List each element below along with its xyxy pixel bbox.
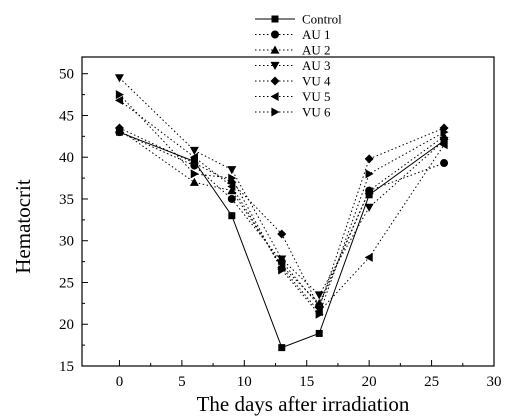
series-vu-4 [114, 123, 449, 313]
legend-marker [270, 92, 279, 101]
x-axis-title: The days after irradiation [197, 392, 410, 416]
data-point [315, 329, 323, 337]
data-point [278, 344, 286, 352]
y-tick-label: 30 [59, 234, 74, 250]
x-tick-label: 30 [487, 374, 502, 390]
legend-label: VU 5 [302, 89, 331, 104]
x-tick-label: 0 [116, 374, 124, 390]
data-point [228, 212, 236, 220]
legend-label: AU 1 [302, 27, 331, 42]
plot-border [81, 56, 495, 367]
legend-label: VU 4 [302, 74, 331, 89]
data-point [227, 194, 236, 203]
data-point [114, 123, 124, 133]
series-au-2 [114, 125, 449, 307]
series-layer [114, 74, 449, 352]
data-point [277, 255, 287, 264]
data-point [439, 136, 449, 146]
data-point [364, 186, 374, 195]
legend-marker [271, 107, 280, 117]
series-vu-5 [114, 95, 448, 317]
data-point [364, 252, 373, 262]
series-au-3 [114, 74, 449, 300]
y-tick-label: 45 [59, 108, 74, 124]
plot-frame [81, 56, 495, 367]
data-point [314, 298, 324, 307]
x-tick-label: 5 [178, 374, 186, 390]
y-tick-label: 20 [59, 317, 74, 333]
data-point [227, 181, 236, 191]
data-point [115, 90, 124, 100]
data-point [278, 265, 287, 275]
data-point [114, 74, 124, 83]
x-axis: 0 5 10 15 20 25 30 [116, 360, 502, 390]
data-point [227, 186, 237, 195]
legend-marker [271, 30, 279, 39]
series-line [119, 94, 445, 316]
series-au-1 [115, 128, 449, 310]
data-point [189, 152, 198, 162]
data-point [277, 229, 287, 239]
series-line [119, 129, 445, 305]
legend-marker [270, 76, 280, 86]
legend-label: Control [302, 12, 342, 27]
data-point [228, 173, 237, 183]
x-tick-label: 15 [299, 374, 314, 390]
series-vu-6 [115, 90, 449, 319]
data-point [190, 169, 199, 179]
y-axis: 15 20 25 30 35 40 45 50 [59, 67, 88, 375]
data-point [227, 166, 237, 175]
legend-label: VU 6 [302, 105, 331, 120]
data-point [440, 127, 449, 137]
legend-marker [271, 15, 279, 23]
data-point [364, 203, 374, 212]
data-point [440, 159, 449, 168]
data-point [365, 191, 373, 199]
data-point [315, 309, 324, 319]
y-axis-title: Hematocrit [11, 179, 35, 274]
y-tick-label: 35 [59, 192, 74, 208]
series-line [119, 100, 445, 313]
data-point [314, 291, 324, 300]
data-point [364, 154, 374, 164]
series-line [119, 127, 445, 309]
legend-label: AU 3 [302, 58, 331, 73]
data-point [189, 146, 199, 156]
legend-marker [270, 45, 280, 54]
series-line [119, 131, 445, 349]
y-tick-label: 50 [59, 67, 74, 83]
x-tick-label: 20 [362, 374, 377, 390]
legend-marker [270, 61, 280, 70]
y-tick-label: 40 [59, 150, 74, 166]
legend-label: AU 2 [302, 43, 331, 58]
data-point [114, 95, 124, 105]
y-tick-label: 15 [59, 359, 74, 375]
x-tick-label: 10 [237, 374, 252, 390]
data-point [439, 140, 448, 150]
data-point [365, 169, 374, 179]
x-tick-label: 25 [424, 374, 439, 390]
series-line [119, 131, 445, 307]
y-tick-label: 25 [59, 275, 74, 291]
data-point [189, 177, 199, 186]
